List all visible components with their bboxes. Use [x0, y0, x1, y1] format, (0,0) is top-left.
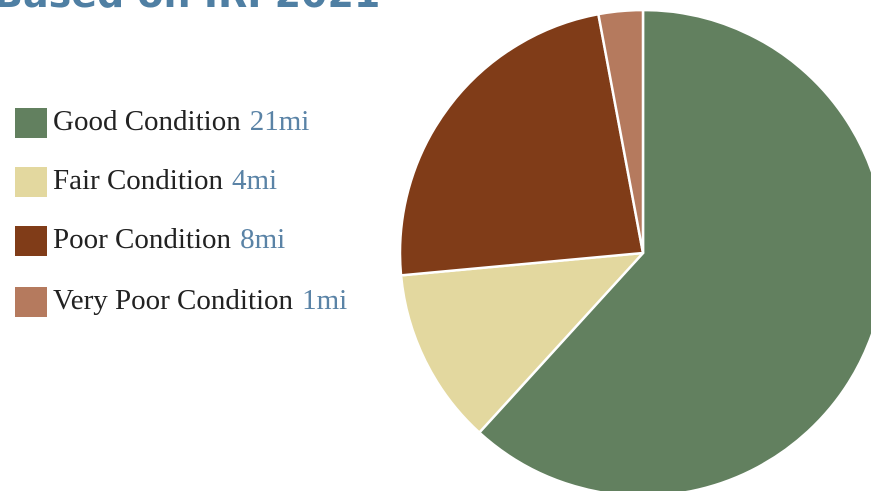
legend-label: Good Condition 21mi: [53, 105, 309, 137]
legend-swatch: [15, 108, 47, 138]
legend-label: Very Poor Condition 1mi: [53, 284, 347, 316]
legend-label: Fair Condition 4mi: [53, 164, 277, 196]
legend-swatch: [15, 167, 47, 197]
legend-name: Good Condition: [53, 105, 241, 137]
pie-slice: [398, 12, 645, 277]
legend-value: 4mi: [232, 164, 277, 196]
legend-label: Poor Condition 8mi: [53, 223, 285, 255]
chart-title: Based on IRI 2021: [0, 0, 380, 16]
legend-value: 1mi: [302, 284, 347, 316]
pie-slice: [478, 8, 871, 491]
legend-value: 8mi: [240, 223, 285, 255]
legend-swatch: [15, 287, 47, 317]
legend-swatch: [15, 226, 47, 256]
legend-name: Fair Condition: [53, 164, 223, 196]
legend-name: Very Poor Condition: [53, 284, 294, 316]
pie-slice: [597, 8, 645, 255]
pie-slice: [399, 251, 645, 434]
legend-value: 21mi: [250, 105, 310, 137]
legend-name: Poor Condition: [53, 223, 232, 255]
